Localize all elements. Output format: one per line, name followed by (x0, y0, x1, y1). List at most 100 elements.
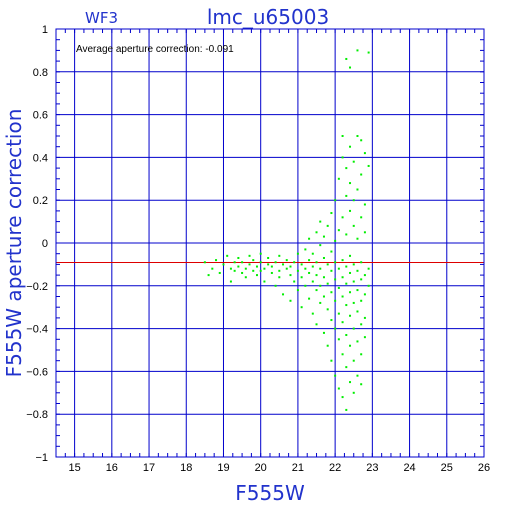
x-tick-labels: 15 16 17 18 19 20 21 22 23 24 25 26 (68, 462, 490, 474)
data-point (334, 199, 337, 202)
data-point (322, 276, 325, 279)
data-point (215, 259, 218, 262)
data-point (360, 383, 363, 386)
data-point (363, 152, 366, 155)
data-point (352, 391, 355, 394)
data-point (349, 182, 352, 185)
data-point (296, 252, 299, 255)
data-point (308, 237, 311, 240)
data-point (289, 299, 292, 302)
data-point (263, 267, 266, 270)
data-point (345, 194, 348, 197)
data-point (304, 267, 307, 270)
average-annotation: Average aperture correction: -0.091 (76, 44, 234, 55)
data-point (311, 265, 314, 268)
data-point (363, 203, 366, 206)
data-point (349, 291, 352, 294)
data-point (356, 289, 359, 292)
data-point (229, 267, 232, 270)
y-tick-label: 0.8 (33, 67, 48, 79)
data-point (334, 239, 337, 242)
x-tick-label: 25 (441, 462, 453, 474)
data-point (326, 282, 329, 285)
data-point (319, 244, 322, 247)
data-point (363, 293, 366, 296)
x-tick-label: 23 (366, 462, 378, 474)
data-point (330, 291, 333, 294)
data-point (360, 216, 363, 219)
data-point (341, 295, 344, 298)
data-point (255, 274, 258, 277)
data-point (315, 261, 318, 264)
data-point (330, 250, 333, 253)
data-point (352, 160, 355, 163)
data-point (315, 274, 318, 277)
data-point (282, 293, 285, 296)
plot-frame (55, 28, 485, 458)
data-point (360, 299, 363, 302)
data-point (341, 276, 344, 279)
data-point (356, 135, 359, 137)
data-point (367, 284, 370, 287)
x-tick-label: 24 (403, 462, 415, 474)
data-point (319, 284, 322, 287)
data-point (352, 263, 355, 266)
data-point (229, 280, 232, 283)
data-point (337, 387, 340, 390)
data-point (363, 274, 366, 277)
y-tick-label: 0.4 (33, 152, 48, 164)
data-point (367, 267, 370, 270)
data-point (363, 231, 366, 234)
data-point (345, 265, 348, 268)
data-point (330, 212, 333, 215)
data-point (270, 265, 273, 268)
data-point (341, 353, 344, 356)
data-point (319, 220, 322, 223)
data-point (226, 254, 229, 257)
data-point (330, 319, 333, 322)
data-point (367, 164, 370, 167)
data-point (322, 256, 325, 259)
data-point (363, 336, 366, 339)
data-point (341, 259, 344, 262)
data-point (304, 284, 307, 287)
data-point (315, 323, 318, 326)
data-point (255, 265, 258, 268)
y-tick-label: −1 (35, 452, 48, 464)
data-point (349, 381, 352, 384)
data-point (289, 265, 292, 268)
y-tick-label: 0 (42, 238, 48, 250)
data-point (289, 274, 292, 277)
y-tick-label: 0.6 (33, 110, 48, 122)
data-point (337, 338, 340, 341)
data-point (334, 374, 337, 377)
data-point (326, 344, 329, 347)
data-point (356, 269, 359, 272)
data-point (360, 139, 363, 142)
data-point (349, 145, 352, 148)
data-point (308, 271, 311, 274)
x-tick-label: 22 (329, 462, 341, 474)
data-point (267, 263, 270, 266)
data-point (241, 261, 244, 264)
x-tick-label: 18 (180, 462, 192, 474)
data-point (311, 252, 314, 255)
data-point (282, 263, 285, 266)
x-tick-label: 17 (143, 462, 155, 474)
data-point (349, 271, 352, 274)
data-point (352, 301, 355, 304)
data-point (285, 259, 288, 262)
data-point (322, 295, 325, 298)
data-point (356, 188, 359, 191)
data-point (244, 276, 247, 279)
data-point (259, 269, 262, 272)
data-point (326, 263, 329, 266)
data-point (330, 269, 333, 272)
data-point (337, 229, 340, 232)
data-point (274, 261, 277, 264)
data-point (263, 280, 266, 283)
data-point (337, 177, 340, 180)
data-point (349, 314, 352, 317)
data-point (356, 237, 359, 240)
